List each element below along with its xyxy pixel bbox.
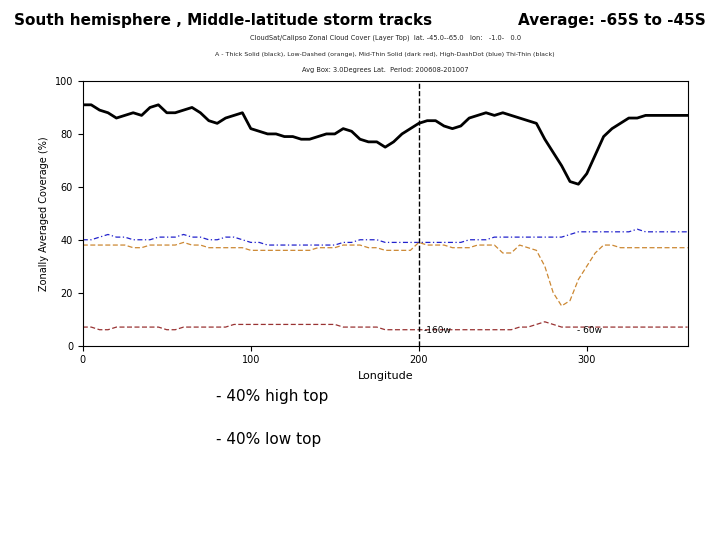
Text: - 40% low top: - 40% low top: [216, 432, 321, 447]
X-axis label: Longitude: Longitude: [357, 371, 413, 381]
Text: - 60w: - 60w: [577, 326, 602, 335]
Text: Avg Box: 3.0Degrees Lat.  Period: 200608-201007: Avg Box: 3.0Degrees Lat. Period: 200608-…: [302, 67, 469, 73]
Text: CloudSat/Calipso Zonal Cloud Cover (Layer Top)  lat. -45.0--65.0   lon:   -1.0- : CloudSat/Calipso Zonal Cloud Cover (Laye…: [250, 34, 521, 40]
Text: Average: -65S to -45S: Average: -65S to -45S: [518, 13, 706, 28]
Text: A - Thick Solid (black), Low-Dashed (orange), Mid-Thin Solid (dark red), High-Da: A - Thick Solid (black), Low-Dashed (ora…: [215, 52, 555, 57]
Text: - 40% high top: - 40% high top: [216, 389, 328, 404]
Y-axis label: Zonally Averaged Coverage (%): Zonally Averaged Coverage (%): [39, 136, 49, 291]
Text: -160w: -160w: [424, 326, 451, 335]
Text: South hemisphere , Middle-latitude storm tracks: South hemisphere , Middle-latitude storm…: [14, 13, 433, 28]
